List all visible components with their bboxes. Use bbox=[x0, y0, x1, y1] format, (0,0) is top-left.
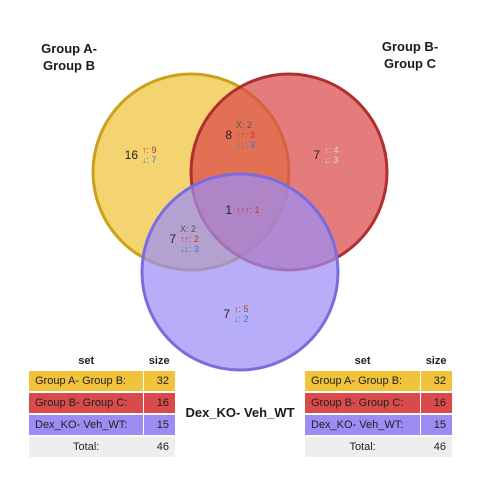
region-sub-label: ↓: 7 bbox=[142, 155, 157, 165]
legend-table-left: set size Group A- Group B: 32 Group B- G… bbox=[29, 353, 175, 459]
set-label-group-b-group-c: Group B-Group C bbox=[382, 39, 438, 71]
region-count: 16 bbox=[125, 148, 139, 162]
legend-header-size: size bbox=[143, 355, 175, 369]
region-count: 1 bbox=[225, 203, 232, 217]
legend-total-label: Total: bbox=[29, 437, 143, 457]
legend-row-label: Group A- Group B: bbox=[305, 371, 420, 391]
region-count: 7 bbox=[223, 307, 230, 321]
region-sub-label: ↑↑: 3 bbox=[236, 130, 255, 140]
legend-total-label: Total: bbox=[305, 437, 420, 457]
region-count: 7 bbox=[313, 148, 320, 162]
legend-row-size: 32 bbox=[143, 371, 175, 391]
legend-total-row: Total: 46 bbox=[305, 437, 452, 457]
set-label-group-a-group-b: Group A-Group B bbox=[41, 41, 97, 73]
legend-header-set: set bbox=[29, 355, 143, 369]
region-sub-label: ↑: 9 bbox=[142, 145, 157, 155]
legend-row-b: Group B- Group C: 16 bbox=[29, 393, 175, 413]
legend-row-size: 16 bbox=[420, 393, 452, 413]
region-sub-label: ↓↓: 3 bbox=[180, 244, 199, 254]
set-label-dex-ko-veh-wt: Dex_KO- Veh_WT bbox=[185, 405, 294, 420]
venn-circle-dex-ko-veh-wt bbox=[142, 174, 338, 370]
legend-row-size: 15 bbox=[420, 415, 452, 435]
legend-row-label: Dex_KO- Veh_WT: bbox=[305, 415, 420, 435]
legend-row-a: Group A- Group B: 32 bbox=[29, 371, 175, 391]
region-sub-label: ↓: 2 bbox=[234, 314, 249, 324]
region-count: 7 bbox=[169, 232, 176, 246]
legend-row-label: Group B- Group C: bbox=[305, 393, 420, 413]
region-sub-label: ↑: 5 bbox=[234, 304, 249, 314]
legend-header-size: size bbox=[420, 355, 452, 369]
region-label-abc: 1 ↑↑↑: 1 bbox=[225, 203, 259, 217]
region-sub-label: ↑: 4 bbox=[324, 145, 339, 155]
legend-row-label: Group A- Group B: bbox=[29, 371, 143, 391]
legend-row-a: Group A- Group B: 32 bbox=[305, 371, 452, 391]
region-sub-label: X: 2 bbox=[236, 120, 252, 130]
legend-header-set: set bbox=[305, 355, 420, 369]
legend-row-label: Group B- Group C: bbox=[29, 393, 143, 413]
legend-row-size: 16 bbox=[143, 393, 175, 413]
region-sub-label: ↓↓: 3 bbox=[236, 140, 255, 150]
legend-row-size: 32 bbox=[420, 371, 452, 391]
legend-total-row: Total: 46 bbox=[29, 437, 175, 457]
region-count: 8 bbox=[225, 128, 232, 142]
legend-total-value: 46 bbox=[143, 437, 175, 457]
region-sub-label: ↑↑: 2 bbox=[180, 234, 199, 244]
region-sub-label: X: 2 bbox=[180, 224, 196, 234]
legend-row-c: Dex_KO- Veh_WT: 15 bbox=[305, 415, 452, 435]
legend-total-value: 46 bbox=[420, 437, 452, 457]
legend-row-size: 15 bbox=[143, 415, 175, 435]
legend-table-right: set size Group A- Group B: 32 Group B- G… bbox=[305, 353, 452, 459]
region-sub-label: ↓: 3 bbox=[324, 155, 339, 165]
legend-row-c: Dex_KO- Veh_WT: 15 bbox=[29, 415, 175, 435]
legend-row-label: Dex_KO- Veh_WT: bbox=[29, 415, 143, 435]
legend-row-b: Group B- Group C: 16 bbox=[305, 393, 452, 413]
region-sub-label: ↑↑↑: 1 bbox=[236, 205, 260, 215]
